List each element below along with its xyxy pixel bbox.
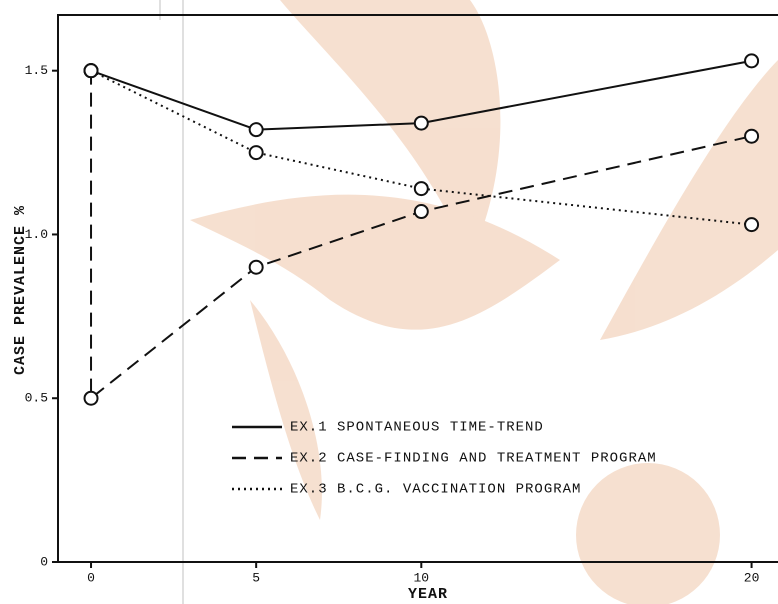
watermark: [190, 0, 778, 604]
point-marker: [85, 64, 98, 77]
x-tick-label: 20: [744, 570, 760, 585]
x-axis-title: YEAR: [408, 586, 448, 603]
legend-text: EX.2 CASE-FINDING AND TREATMENT PROGRAM: [290, 451, 657, 467]
point-marker: [745, 54, 758, 67]
legend-text: EX.1 SPONTANEOUS TIME-TREND: [290, 420, 544, 436]
point-marker: [250, 261, 263, 274]
point-marker: [745, 130, 758, 143]
point-marker: [415, 205, 428, 218]
x-tick-label: 10: [413, 570, 429, 585]
point-marker: [85, 392, 98, 405]
legend-text: EX.3 B.C.G. VACCINATION PROGRAM: [290, 482, 581, 498]
scan-lines: [160, 0, 183, 604]
chart: YEAR CASE PREVALENCE % 00.51.01.5051020E…: [0, 0, 778, 604]
x-tick-label: 0: [87, 570, 95, 585]
y-tick-label: 1.0: [25, 227, 48, 242]
point-marker: [250, 123, 263, 136]
x-tick-label: 5: [252, 570, 260, 585]
point-marker: [745, 218, 758, 231]
point-marker: [415, 117, 428, 130]
point-marker: [250, 146, 263, 159]
y-tick-label: 0.5: [25, 391, 48, 406]
y-tick-label: 0: [40, 554, 48, 569]
y-tick-label: 1.5: [25, 63, 48, 78]
point-marker: [415, 182, 428, 195]
